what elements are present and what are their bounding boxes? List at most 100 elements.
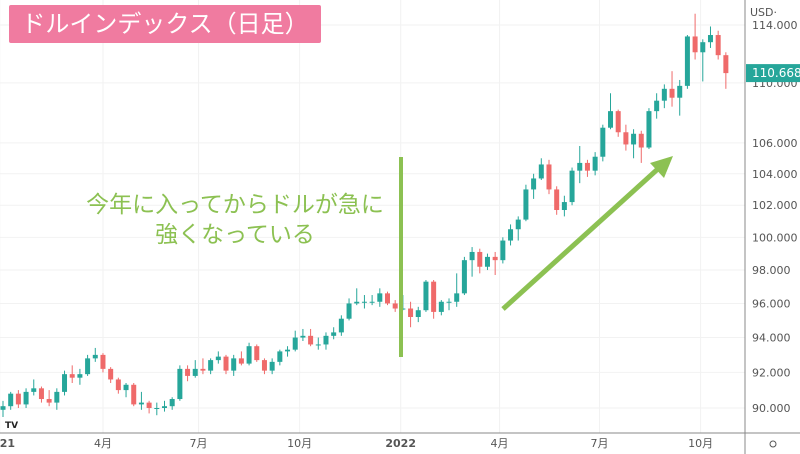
candle-body: [285, 349, 291, 352]
candle-body: [684, 36, 690, 86]
candle: [38, 386, 44, 403]
last-price-badge: [746, 64, 800, 83]
candle-body: [208, 360, 214, 371]
candle-body: [123, 384, 129, 391]
candle: [338, 315, 344, 336]
candle: [592, 152, 598, 176]
candle-body: [431, 281, 437, 312]
candle-body: [369, 301, 375, 303]
candle-body: [154, 408, 160, 409]
y-tick-label: 100.000: [752, 231, 798, 244]
candle: [615, 109, 621, 137]
candle: [654, 93, 660, 119]
candle-body: [577, 162, 583, 171]
candle: [715, 30, 721, 60]
candle: [392, 300, 398, 312]
x-tick-label: 2021: [0, 437, 15, 450]
candle: [0, 400, 6, 418]
candle: [346, 298, 352, 321]
candle: [108, 367, 114, 383]
candle: [138, 391, 144, 410]
y-tick-label: 98.000: [752, 264, 791, 277]
candle-body: [477, 251, 483, 267]
candle: [600, 124, 606, 162]
candle-body: [8, 393, 14, 407]
y-tick-label: 106.000: [752, 137, 798, 150]
candle: [161, 400, 167, 412]
x-tick-label: 2022: [385, 437, 416, 450]
candle: [115, 377, 121, 394]
candle-body: [408, 308, 414, 318]
candle: [569, 167, 575, 206]
candle: [146, 400, 152, 414]
candle: [369, 295, 375, 306]
candle-body: [0, 406, 6, 410]
candle: [385, 291, 390, 306]
candle-body: [100, 354, 106, 369]
candle-body: [484, 256, 490, 267]
candle: [515, 216, 521, 241]
candle: [438, 300, 444, 316]
candle: [423, 279, 429, 312]
candle-body: [138, 402, 144, 405]
candle-body: [723, 55, 729, 74]
candle: [8, 391, 14, 410]
candle: [723, 52, 729, 89]
candle: [62, 370, 68, 396]
candle-body: [177, 368, 183, 400]
candle-body: [654, 100, 660, 112]
candle-body: [377, 293, 383, 302]
candle: [100, 353, 106, 373]
candle: [185, 365, 191, 382]
candle-body: [531, 178, 537, 190]
candle-body: [92, 354, 98, 359]
candle-body: [454, 293, 460, 302]
candle-body: [415, 310, 421, 318]
candle-body: [523, 189, 529, 220]
x-tick-label: 7月: [591, 437, 609, 450]
y-tick-label: 102.000: [752, 199, 798, 212]
annotation-text: 今年に入ってからドルが急に 強くなっている: [70, 190, 400, 250]
candle-body: [615, 111, 621, 133]
settings-icon[interactable]: [769, 440, 777, 448]
y-tick-label: 94.000: [752, 332, 791, 345]
candle-body: [108, 368, 114, 380]
candle-body: [315, 344, 321, 346]
candle: [377, 288, 383, 307]
candle: [315, 337, 321, 350]
candle-body: [646, 111, 652, 148]
candle-body: [161, 406, 167, 408]
candle-body: [62, 374, 68, 392]
candle: [46, 390, 52, 407]
candle: [208, 358, 214, 375]
candle-body: [31, 388, 37, 392]
candle: [669, 71, 675, 107]
candle: [700, 39, 706, 82]
candle-body: [238, 358, 244, 364]
candle: [677, 79, 683, 116]
candle-body: [631, 133, 637, 145]
candle: [684, 35, 690, 89]
candle: [85, 354, 91, 376]
x-tick-label: 4月: [491, 437, 509, 450]
candle: [223, 354, 229, 375]
candle-body: [423, 281, 429, 311]
candle-body: [331, 332, 337, 336]
candle: [492, 251, 498, 276]
candle: [431, 279, 437, 319]
candle-body: [438, 301, 444, 312]
tradingview-logo-icon: TV: [5, 421, 18, 431]
candle: [646, 108, 652, 150]
candle: [277, 349, 283, 366]
candle: [523, 184, 529, 222]
candle: [623, 124, 629, 151]
candle-body: [15, 393, 21, 405]
currency-label: USD·: [750, 6, 777, 19]
candle-body: [308, 335, 314, 345]
candle-body: [554, 189, 560, 211]
candle-body: [246, 346, 252, 364]
candle: [177, 365, 183, 401]
candle-body: [254, 346, 260, 361]
candle-body: [185, 368, 191, 376]
